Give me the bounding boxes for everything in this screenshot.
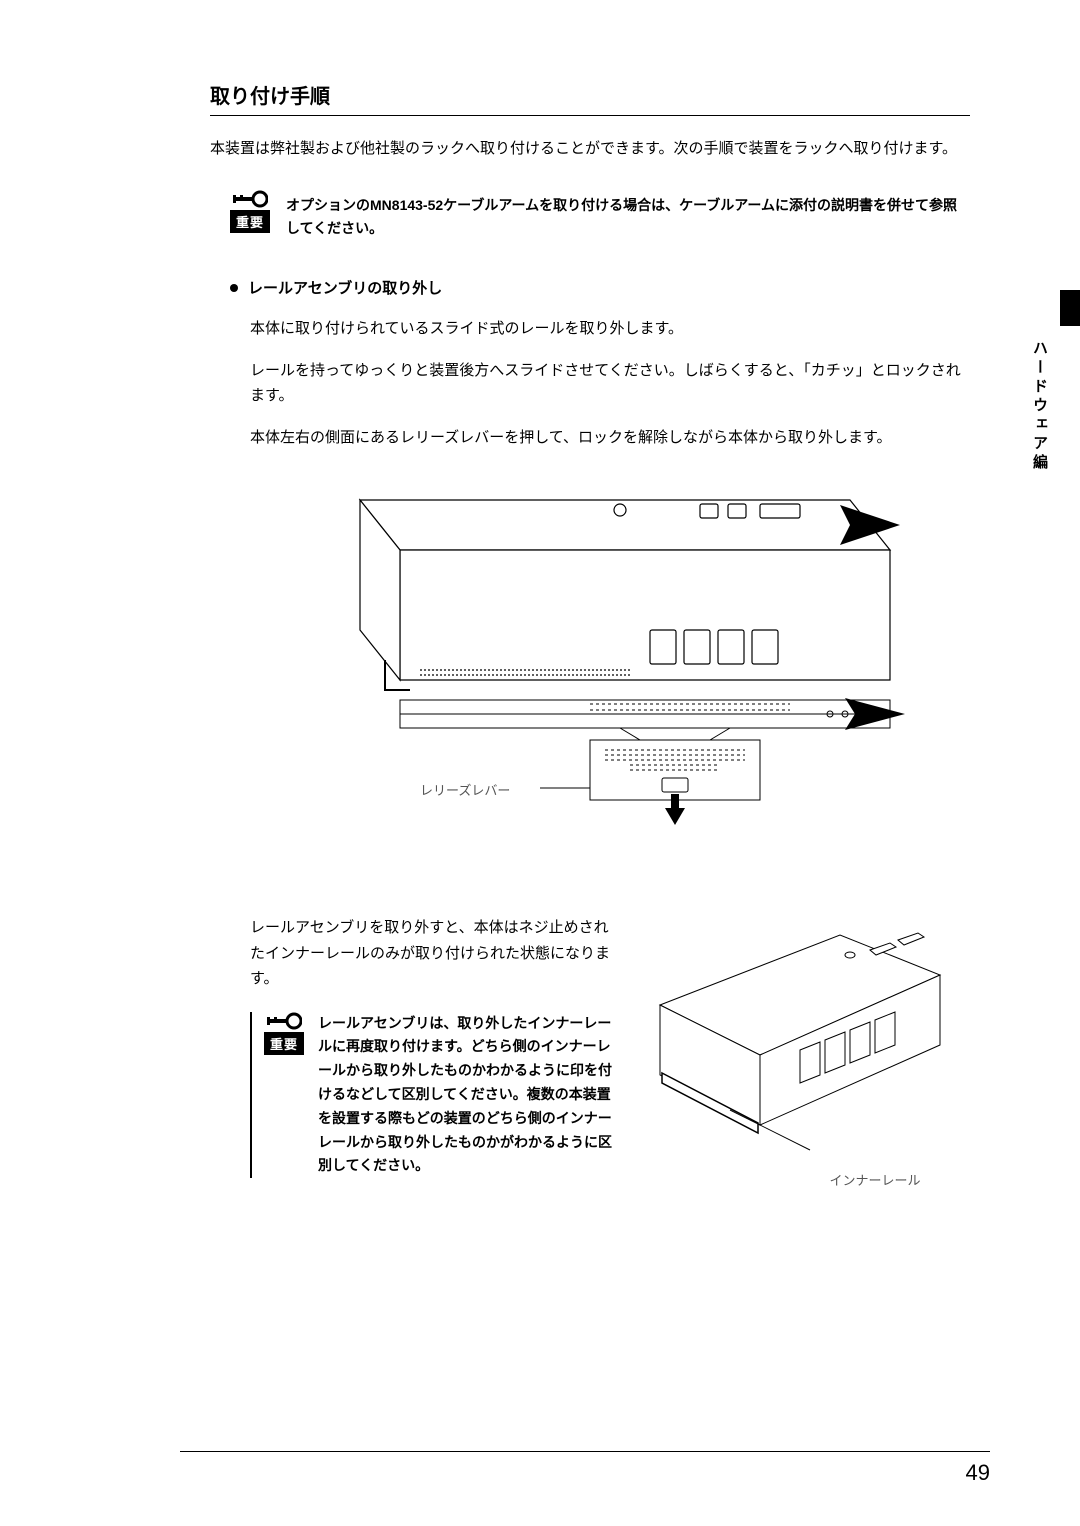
side-tab <box>1060 290 1080 326</box>
lower-section: レールアセンブリを取り外すと、本体はネジ止めされたインナーレールのみが取り付けら… <box>250 915 970 1189</box>
diagram-inner-rail <box>640 915 970 1190</box>
important-text-2: レールアセンブリは、取り外したインナーレールに再度取り付けます。どちら側のインナ… <box>318 1012 620 1179</box>
important-icon-group-2: 重要 <box>264 1012 304 1055</box>
paragraph-1: 本体に取り付けられているスライド式のレールを取り外します。 <box>250 316 970 342</box>
bullet-heading: レールアセンブリの取り外し <box>230 277 970 298</box>
bullet-heading-text: レールアセンブリの取り外し <box>248 277 442 298</box>
important-callout-1: 重要 オプションのMN8143-52ケーブルアームを取り付ける場合は、ケーブルア… <box>230 190 970 242</box>
page-number: 49 <box>180 1451 990 1486</box>
important-callout-2: 重要 レールアセンブリは、取り外したインナーレールに再度取り付けます。どちら側の… <box>250 1012 620 1179</box>
important-label-2: 重要 <box>264 1032 304 1055</box>
section-title: 取り付け手順 <box>210 80 970 116</box>
important-icon-group: 重要 <box>230 190 270 233</box>
lower-left-column: レールアセンブリを取り外すと、本体はネジ止めされたインナーレールのみが取り付けら… <box>250 915 620 1189</box>
paragraph-3: 本体左右の側面にあるレリーズレバーを押して、ロックを解除しながら本体から取り外し… <box>250 425 970 451</box>
key-icon <box>232 190 268 208</box>
diagram-rail-removal: レリーズレバー <box>290 480 970 865</box>
paragraph-2: レールを持ってゆっくりと装置後方へスライドさせてください。しばらくすると、「カチ… <box>250 358 970 409</box>
diagram1-label-release-lever: レリーズレバー <box>420 780 510 799</box>
side-chapter-label: ハードウェア編 <box>1029 340 1050 473</box>
bullet-dot-icon <box>230 284 238 292</box>
intro-paragraph: 本装置は弊社製および他社製のラックへ取り付けることができます。次の手順で装置をラ… <box>210 136 970 162</box>
page: ハードウェア編 取り付け手順 本装置は弊社製および他社製のラックへ取り付けること… <box>0 0 1080 1526</box>
important-text-1: オプションのMN8143-52ケーブルアームを取り付ける場合は、ケーブルアームに… <box>286 190 970 242</box>
lower-right-column: インナーレール <box>640 915 970 1189</box>
important-label: 重要 <box>230 210 270 233</box>
paragraph-4: レールアセンブリを取り外すと、本体はネジ止めされたインナーレールのみが取り付けら… <box>250 915 620 992</box>
content-area: 取り付け手順 本装置は弊社製および他社製のラックへ取り付けることができます。次の… <box>210 80 970 1189</box>
key-icon <box>266 1012 302 1030</box>
